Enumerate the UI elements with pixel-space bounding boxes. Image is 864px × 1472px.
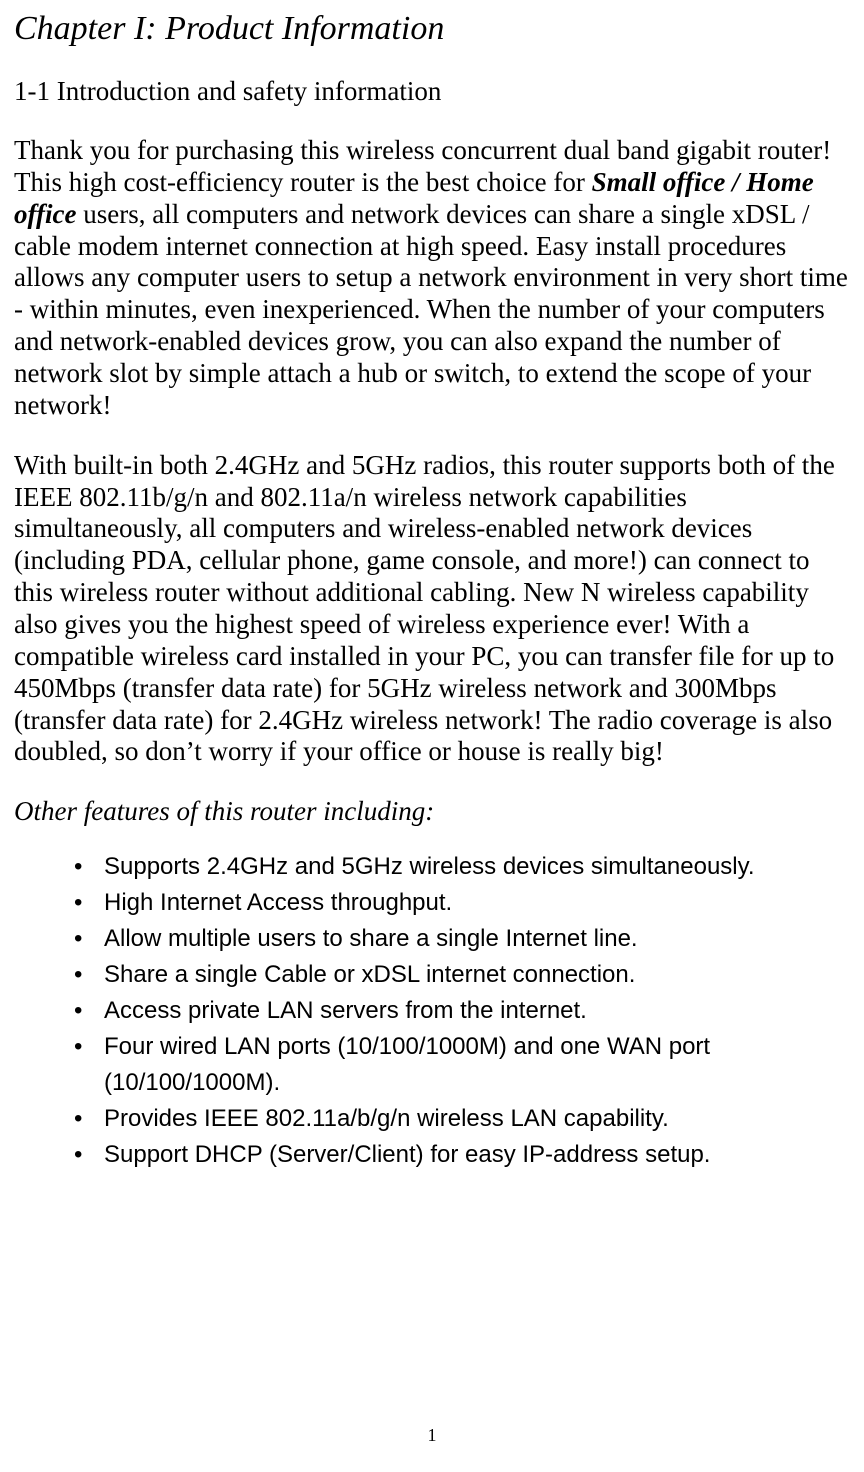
page-number: 1 [0, 1425, 864, 1446]
p1-post: users, all computers and network devices… [14, 199, 848, 420]
chapter-title: Chapter I: Product Information [14, 10, 850, 48]
list-item: Access private LAN servers from the inte… [74, 993, 850, 1029]
intro-paragraph-1: Thank you for purchasing this wireless c… [14, 135, 850, 422]
list-item: Supports 2.4GHz and 5GHz wireless device… [74, 849, 850, 885]
intro-paragraph-2: With built-in both 2.4GHz and 5GHz radio… [14, 450, 850, 769]
features-heading: Other features of this router including: [14, 796, 850, 827]
list-item: Share a single Cable or xDSL internet co… [74, 957, 850, 993]
document-page: Chapter I: Product Information 1-1 Intro… [0, 0, 864, 1472]
list-item: Allow multiple users to share a single I… [74, 921, 850, 957]
list-item: Support DHCP (Server/Client) for easy IP… [74, 1137, 850, 1173]
list-item: Provides IEEE 802.11a/b/g/n wireless LAN… [74, 1101, 850, 1137]
section-heading: 1-1 Introduction and safety information [14, 76, 850, 107]
list-item: High Internet Access throughput. [74, 885, 850, 921]
list-item: Four wired LAN ports (10/100/1000M) and … [74, 1029, 850, 1101]
features-list: Supports 2.4GHz and 5GHz wireless device… [14, 849, 850, 1173]
